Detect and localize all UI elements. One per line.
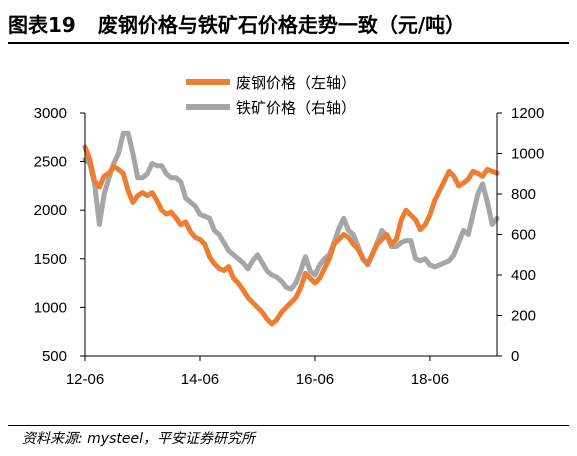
figure-title: 废钢价格与铁矿石价格走势一致（元/吨） bbox=[97, 12, 466, 37]
left-y-tick-label: 1500 bbox=[34, 251, 67, 268]
x-tick-label: 18-06 bbox=[411, 371, 449, 388]
right-y-tick-label: 600 bbox=[511, 227, 536, 244]
legend-label-iron-ore: 铁矿价格（右轴） bbox=[236, 100, 356, 117]
right-y-tick-label: 1000 bbox=[511, 146, 544, 163]
plot-lines bbox=[82, 130, 500, 327]
figure-label: 图表19 bbox=[8, 12, 76, 37]
left-y-tick-label: 2500 bbox=[34, 154, 67, 171]
x-tick-label: 12-06 bbox=[66, 371, 104, 388]
right-y-tick-label: 200 bbox=[511, 308, 536, 325]
x-tick-label: 16-06 bbox=[296, 371, 334, 388]
chart-axes: 500 1000 1500 2000 2500 3000 0 200 400 600 800 1000… bbox=[34, 105, 545, 388]
chart-legend: 废钢价格（左轴） 铁矿价格（右轴） bbox=[186, 75, 356, 117]
right-y-tick-label: 1200 bbox=[511, 105, 544, 122]
right-y-tick-label: 800 bbox=[511, 186, 536, 203]
source-rule bbox=[8, 425, 569, 426]
right-y-tick-label: 400 bbox=[511, 267, 536, 284]
title-rule bbox=[8, 42, 569, 44]
left-y-tick-label: 1000 bbox=[34, 299, 67, 316]
line-chart: 废钢价格（左轴）铁矿价格（右轴） 50010001500200025003000… bbox=[34, 75, 545, 388]
figure-title-row: 图表19 废钢价格与铁矿石价格走势一致（元/吨） bbox=[8, 6, 569, 40]
series-line-iron-ore bbox=[82, 130, 500, 292]
right-y-tick-label: 0 bbox=[511, 348, 519, 365]
x-tick-label: 14-06 bbox=[181, 371, 219, 388]
left-y-tick-label: 2000 bbox=[34, 202, 67, 219]
legend-label-scrap-steel: 废钢价格（左轴） bbox=[236, 75, 356, 92]
source-note: 资料来源: mysteel，平安证券研究所 bbox=[22, 431, 255, 447]
left-y-tick-label: 500 bbox=[42, 348, 67, 365]
series-line-scrap-steel bbox=[82, 144, 500, 327]
left-y-tick-label: 3000 bbox=[34, 105, 67, 122]
